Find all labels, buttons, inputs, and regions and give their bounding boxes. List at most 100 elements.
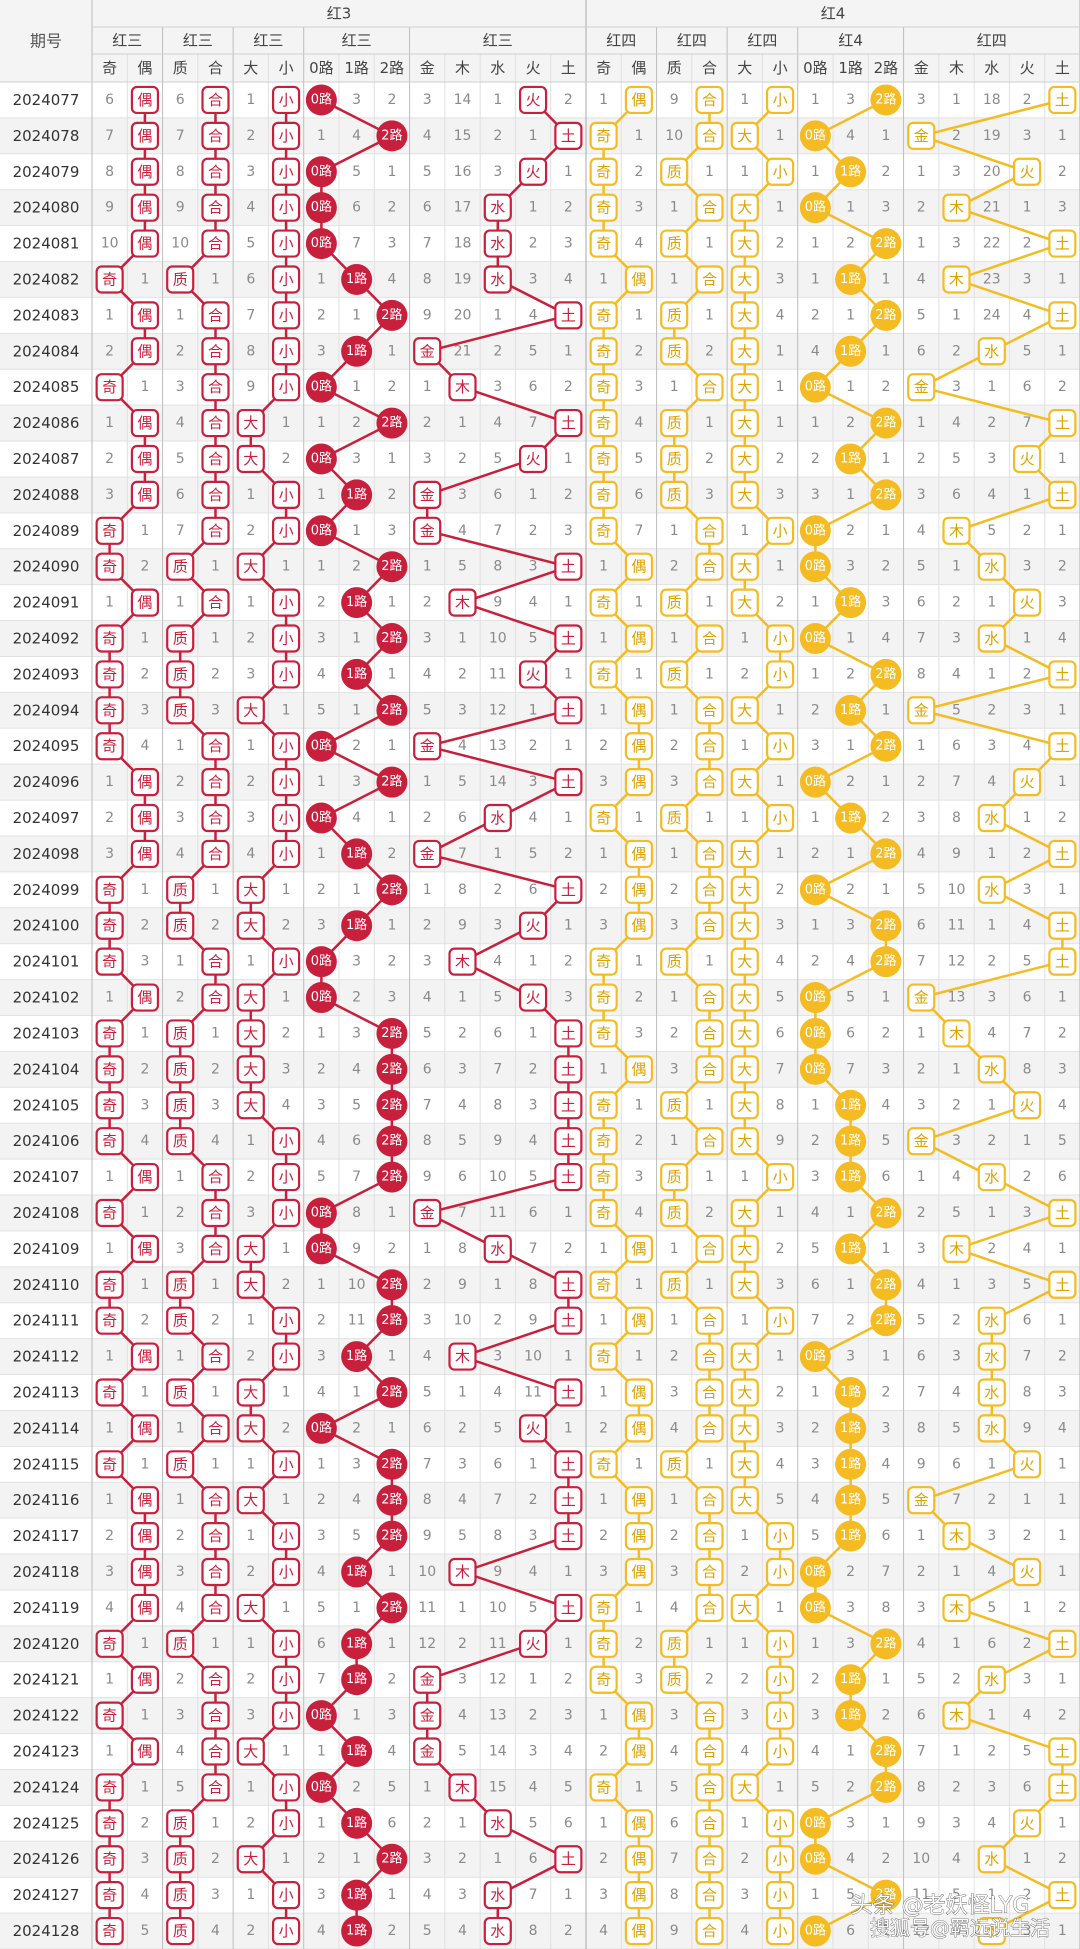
subgroup-header: 红四 xyxy=(977,32,1007,50)
miss-count: 4 xyxy=(458,523,467,539)
miss-count: 9 xyxy=(529,1313,538,1329)
miss-count: 1 xyxy=(705,236,714,252)
hit-marker xyxy=(376,1269,408,1301)
miss-count: 1 xyxy=(846,379,855,395)
miss-count: 1 xyxy=(705,954,714,970)
hit-marker xyxy=(305,1771,337,1803)
miss-count: 2 xyxy=(1058,1600,1067,1616)
hit-marker xyxy=(695,85,724,115)
hit-label: 金 xyxy=(420,845,435,863)
miss-count: 2 xyxy=(423,918,432,934)
hit-marker xyxy=(624,552,654,581)
hit-marker xyxy=(305,228,337,260)
column-header: 1路 xyxy=(838,59,863,77)
hit-marker xyxy=(554,1845,583,1874)
hit-marker xyxy=(236,1414,265,1443)
miss-count: 3 xyxy=(599,1887,608,1903)
hit-label: 奇 xyxy=(102,1886,117,1904)
miss-count: 1 xyxy=(811,666,820,682)
miss-count: 4 xyxy=(599,1923,608,1939)
hit-marker xyxy=(695,983,724,1012)
hit-label: 2路 xyxy=(875,1887,896,1903)
miss-count: 7 xyxy=(917,954,926,970)
hit-marker xyxy=(166,265,195,294)
miss-count: 2 xyxy=(564,846,573,862)
hit-label: 大 xyxy=(243,1383,258,1401)
hit-label: 土 xyxy=(1055,845,1070,863)
hit-label: 质 xyxy=(667,1635,682,1653)
hit-marker xyxy=(236,1019,265,1048)
column-header: 合 xyxy=(208,59,223,77)
miss-count: 1 xyxy=(1058,1923,1067,1939)
miss-count: 3 xyxy=(952,1815,961,1831)
miss-count: 3 xyxy=(352,954,361,970)
miss-count: 1 xyxy=(317,1025,326,1041)
hit-label: 奇 xyxy=(102,1060,117,1078)
hit-marker xyxy=(271,588,301,617)
miss-count: 1 xyxy=(211,1277,220,1293)
hit-marker xyxy=(624,1414,654,1443)
hit-marker xyxy=(730,768,759,797)
miss-count: 14 xyxy=(454,92,472,108)
miss-count: 3 xyxy=(846,559,855,575)
hit-marker xyxy=(765,1701,795,1730)
miss-count: 2 xyxy=(846,666,855,682)
period: 2024120 xyxy=(13,1635,80,1653)
hit-label: 合 xyxy=(702,1132,717,1150)
hit-label: 水 xyxy=(984,1348,999,1366)
hit-label: 合 xyxy=(208,773,223,791)
hit-label: 2路 xyxy=(875,415,896,431)
hit-label: 奇 xyxy=(596,342,611,360)
hit-label: 大 xyxy=(737,701,752,719)
hit-label: 0路 xyxy=(311,738,332,754)
miss-count: 2 xyxy=(246,1923,255,1939)
hit-marker xyxy=(695,1809,724,1838)
miss-count: 2 xyxy=(423,1277,432,1293)
hit-marker xyxy=(130,1737,160,1766)
miss-count: 4 xyxy=(458,1097,467,1113)
miss-count: 1 xyxy=(670,1492,679,1508)
hit-label: 2路 xyxy=(875,917,896,933)
trend-layer xyxy=(108,98,1064,1933)
hit-label: 奇 xyxy=(102,1635,117,1653)
hit-marker xyxy=(799,1053,831,1085)
trend-line xyxy=(743,99,782,1931)
hit-label: 偶 xyxy=(631,1563,646,1581)
period: 2024084 xyxy=(13,342,80,360)
hit-marker xyxy=(554,121,583,150)
hit-marker xyxy=(765,1916,795,1946)
miss-count: 3 xyxy=(246,1205,255,1221)
miss-count: 1 xyxy=(387,1205,396,1221)
hit-label: 质 xyxy=(667,342,682,360)
hit-marker xyxy=(271,121,301,150)
hit-marker xyxy=(554,1091,583,1120)
hit-marker xyxy=(589,803,618,833)
miss-count: 2 xyxy=(599,1851,608,1867)
period: 2024123 xyxy=(13,1743,80,1761)
hit-marker xyxy=(799,551,831,583)
hit-label: 偶 xyxy=(137,235,152,253)
miss-count: 1 xyxy=(846,631,855,647)
hit-marker xyxy=(1012,1557,1042,1587)
miss-count: 3 xyxy=(352,1025,361,1041)
miss-count: 4 xyxy=(811,1205,820,1221)
hit-label: 合 xyxy=(208,1491,223,1509)
hit-marker xyxy=(305,1700,337,1732)
hit-label: 土 xyxy=(561,1527,576,1545)
hit-marker xyxy=(201,1522,230,1551)
miss-count: 2 xyxy=(599,738,608,754)
hit-marker xyxy=(95,732,124,761)
period: 2024111 xyxy=(13,1312,80,1330)
hit-marker xyxy=(660,1270,689,1299)
hit-marker xyxy=(977,1342,1006,1371)
hit-marker xyxy=(130,1557,160,1587)
period: 2024078 xyxy=(13,127,80,145)
hit-label: 木 xyxy=(949,1707,964,1725)
hit-marker xyxy=(765,803,795,833)
column-header: 大 xyxy=(737,59,752,77)
hit-marker xyxy=(765,1737,795,1766)
hit-label: 木 xyxy=(455,378,470,396)
hit-marker xyxy=(305,1197,337,1229)
hit-marker xyxy=(95,624,124,653)
